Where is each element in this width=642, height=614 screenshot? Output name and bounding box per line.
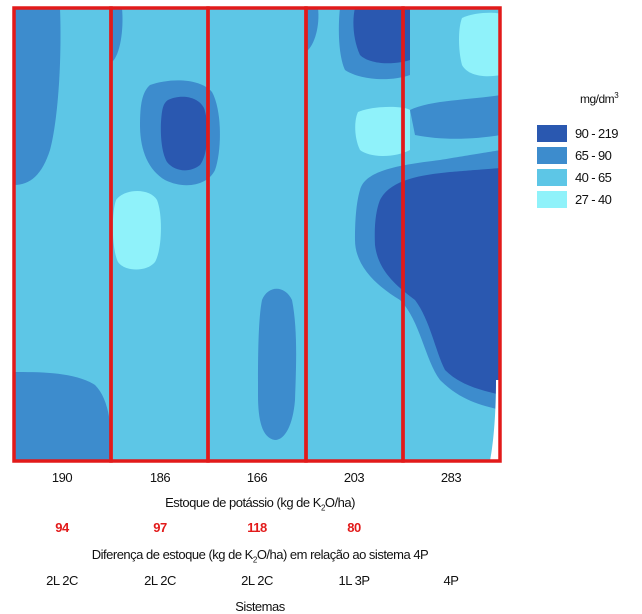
difference-value: 97	[153, 520, 167, 535]
zone-right-dark	[374, 168, 501, 395]
difference-value: 94	[55, 520, 69, 535]
system-label: 1L 3P	[338, 573, 371, 588]
zone-col4-left	[306, 8, 319, 52]
zone-col5-light	[459, 12, 501, 77]
legend-label: 40 - 65	[575, 169, 612, 185]
stock-value: 190	[51, 470, 73, 485]
stock-value: 166	[246, 470, 268, 485]
zone-col3-blob	[258, 288, 297, 440]
system-label: 4P	[443, 573, 459, 588]
system-label: 2L 2C	[144, 573, 176, 588]
legend-swatch	[537, 190, 567, 208]
difference-value: 118	[247, 520, 267, 535]
zone-col5-mid	[410, 95, 501, 139]
legend-label: 27 - 40	[575, 191, 612, 207]
zone-col1-bottom	[14, 372, 112, 461]
legend-swatch	[537, 168, 567, 186]
stock-value: 186	[149, 470, 171, 485]
stock-value: 203	[343, 470, 365, 485]
systems-axis-label: Sistemas	[235, 599, 285, 614]
legend-item: 65 - 90	[537, 146, 612, 164]
legend-label: 90 - 219	[575, 125, 619, 141]
legend-label: 65 - 90	[575, 147, 612, 163]
system-label: 2L 2C	[46, 573, 78, 588]
legend-title: mg/dm3	[580, 91, 619, 106]
zone-col4-dark	[353, 8, 410, 64]
zones-27-40	[112, 12, 501, 270]
zone-col2-dark	[160, 96, 208, 171]
stock-axis-label: Estoque de potássio (kg de K2O/ha)	[165, 495, 355, 513]
zone-col1-top	[14, 8, 61, 185]
difference-value: 80	[347, 520, 361, 535]
legend-item: 27 - 40	[537, 190, 612, 208]
legend-swatch	[537, 146, 567, 164]
zone-col2-light	[112, 191, 161, 270]
difference-axis-label: Diferença de estoque (kg de K2O/ha) em r…	[91, 547, 429, 565]
zone-col4-light	[355, 106, 410, 156]
strip-outlines	[12, 6, 502, 463]
zones-90-219	[160, 8, 501, 395]
stock-value: 283	[440, 470, 462, 485]
legend-item: 40 - 65	[537, 168, 612, 186]
system-label: 2L 2C	[241, 573, 273, 588]
legend-swatch	[537, 124, 567, 142]
strip-5	[401, 6, 502, 463]
zone-col2-left	[112, 8, 123, 62]
legend-item: 90 - 219	[537, 124, 619, 142]
